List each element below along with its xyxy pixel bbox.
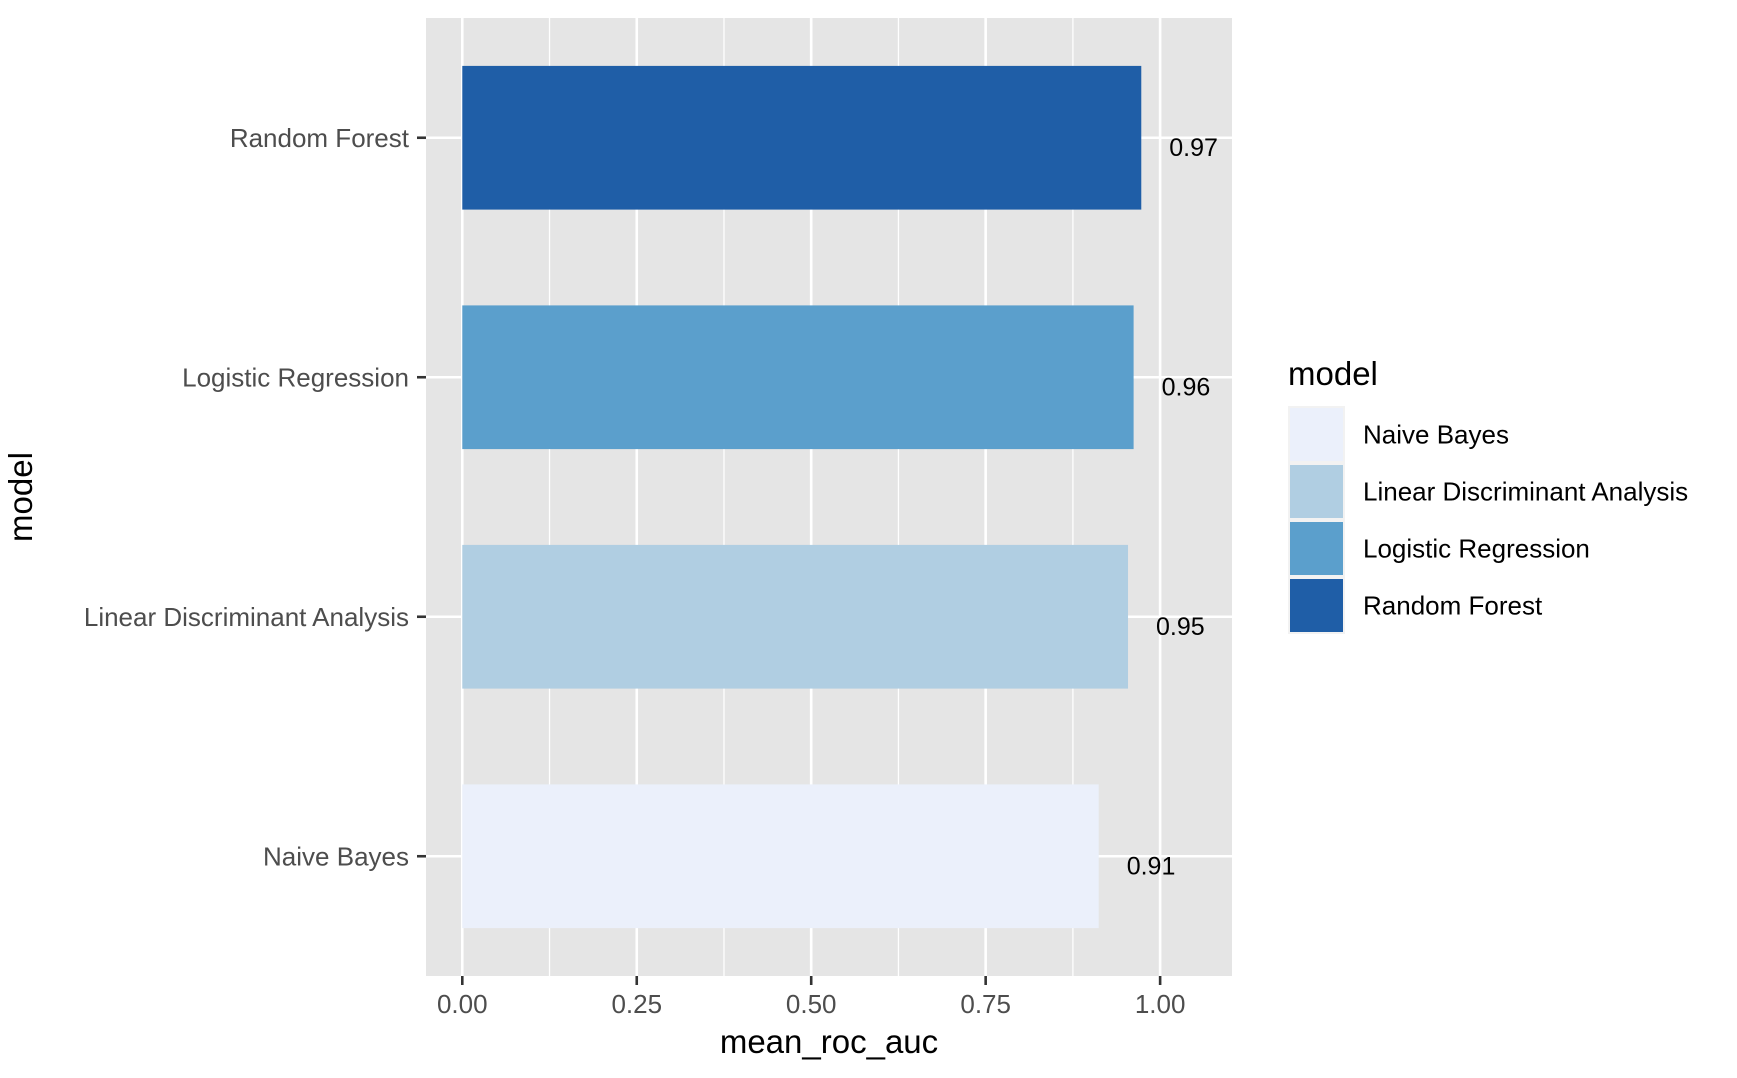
legend-label: Logistic Regression: [1363, 534, 1590, 564]
bar[interactable]: [462, 305, 1134, 450]
bar[interactable]: [462, 544, 1129, 689]
legend-swatch: [1290, 579, 1343, 632]
legend-label: Linear Discriminant Analysis: [1363, 477, 1688, 507]
data-label: 0.96: [1162, 373, 1211, 401]
x-tick-label: 0.25: [611, 989, 662, 1019]
y-tick-label: Random Forest: [230, 123, 410, 153]
x-axis-title: mean_roc_auc: [720, 1023, 938, 1060]
x-tick-label: 0.50: [786, 989, 837, 1019]
legend-swatch: [1290, 465, 1343, 518]
y-axis-title: model: [2, 452, 39, 542]
legend-swatch: [1290, 408, 1343, 461]
legend-title: model: [1288, 355, 1378, 392]
legend-label: Random Forest: [1363, 591, 1543, 621]
bar[interactable]: [462, 784, 1099, 929]
legend-label: Naive Bayes: [1363, 420, 1509, 450]
x-tick-label: 0.00: [437, 989, 488, 1019]
x-tick-label: 1.00: [1135, 989, 1186, 1019]
data-label: 0.91: [1127, 852, 1176, 880]
y-tick-label: Logistic Regression: [182, 362, 409, 392]
y-tick-label: Naive Bayes: [263, 841, 409, 871]
x-tick-label: 0.75: [960, 989, 1011, 1019]
legend-swatch: [1290, 522, 1343, 575]
bar[interactable]: [462, 65, 1142, 210]
data-label: 0.97: [1169, 134, 1218, 162]
data-label: 0.95: [1156, 613, 1205, 641]
y-tick-label: Linear Discriminant Analysis: [84, 602, 409, 632]
